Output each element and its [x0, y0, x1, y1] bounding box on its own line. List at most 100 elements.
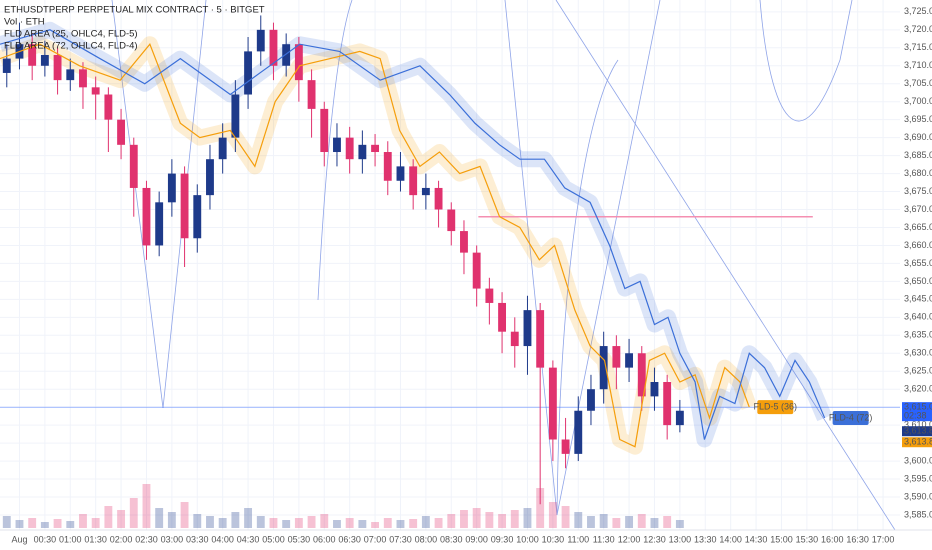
y-tick-label: 3,640.00 — [904, 312, 932, 322]
volume-bar — [333, 520, 341, 528]
y-tick-label: 3,720.00 — [904, 24, 932, 34]
candle-body — [650, 382, 659, 397]
volume-bar — [358, 520, 367, 528]
y-tick-label: 3,610.00 — [904, 420, 932, 430]
curve-line — [556, 59, 619, 516]
candle-body — [2, 58, 11, 73]
volume-bar — [155, 508, 164, 528]
x-tick-label: 08:00 — [415, 534, 438, 544]
volume-bar — [421, 516, 430, 528]
y-tick-label: 3,630.00 — [904, 348, 932, 358]
y-tick-label: 3,685.00 — [904, 150, 932, 160]
candle-body — [599, 346, 608, 390]
fld-label: FLD-4 (72) — [829, 412, 873, 422]
price-tag-label: 3,613.87 — [904, 426, 932, 436]
x-tick-label: Aug — [11, 534, 27, 544]
candle-body — [523, 310, 532, 347]
candle-body — [548, 367, 557, 440]
volume-bar — [447, 514, 456, 528]
volume-bar — [206, 516, 214, 528]
candle-body — [180, 173, 189, 239]
candle-body — [155, 202, 164, 246]
y-tick-label: 3,695.00 — [904, 114, 932, 124]
y-tick-label: 3,725.00 — [904, 6, 932, 16]
volume-bar — [53, 519, 62, 528]
legend-line: FLD AREA (25, OHLC4, FLD-5) — [4, 29, 138, 40]
x-tick-label: 08:30 — [440, 534, 463, 544]
x-tick-label: 02:00 — [110, 534, 133, 544]
legend: ETHUSDTPERP PERPETUAL MIX CONTRACT · 5 ·… — [4, 5, 265, 52]
y-tick-label: 3,710.00 — [904, 60, 932, 70]
x-tick-label: 01:30 — [84, 534, 107, 544]
candle-body — [244, 51, 253, 95]
x-tick-label: 00:30 — [34, 534, 57, 544]
volume-bar — [587, 516, 595, 528]
volume-bar — [2, 516, 11, 528]
volume-bar — [320, 514, 329, 528]
grid — [0, 0, 900, 530]
x-tick-label: 15:00 — [770, 534, 793, 544]
x-tick-label: 13:30 — [694, 534, 717, 544]
volume-bar — [396, 520, 405, 528]
volume-bar — [167, 512, 176, 528]
x-tick-label: 03:00 — [161, 534, 184, 544]
candle-body — [193, 195, 202, 239]
volume-bar — [599, 514, 608, 528]
x-tick-label: 05:00 — [262, 534, 285, 544]
volume-bar — [675, 520, 684, 528]
y-tick-label: 3,600.00 — [904, 455, 932, 465]
volume-bar — [142, 484, 151, 528]
y-tick-label: 3,660.00 — [904, 240, 932, 250]
fan-line — [504, 0, 558, 516]
candle-body — [142, 187, 151, 246]
volume-bar — [409, 519, 418, 528]
candle-body — [206, 159, 214, 196]
candle-body — [129, 144, 138, 188]
fld-line — [0, 29, 826, 440]
fld-label: FLD-5 (36) — [754, 402, 798, 412]
volume-bar — [510, 510, 519, 528]
y-tick-label: 3,700.00 — [904, 96, 932, 106]
y-tick-label: 3,675.00 — [904, 186, 932, 196]
x-tick-label: 14:30 — [745, 534, 768, 544]
volume-bar — [637, 514, 646, 528]
x-tick-label: 06:30 — [338, 534, 361, 544]
x-tick-label: 11:00 — [567, 534, 589, 544]
x-tick-label: 09:00 — [465, 534, 488, 544]
volume-bar — [129, 498, 138, 528]
curve-line — [759, 0, 853, 122]
y-tick-label: 3,715.00 — [904, 42, 932, 52]
candle-body — [345, 137, 354, 160]
candle-body — [574, 410, 583, 454]
chart-title: ETHUSDTPERP PERPETUAL MIX CONTRACT · 5 ·… — [4, 5, 265, 16]
volume-bar — [612, 518, 621, 528]
volume-bar — [104, 506, 113, 528]
fan-line — [556, 0, 661, 516]
candle-body — [320, 108, 329, 153]
candle-body — [282, 44, 291, 66]
volume-bar — [574, 512, 583, 528]
volume-bar — [663, 516, 672, 528]
candle-body — [625, 353, 634, 368]
x-tick-label: 07:30 — [389, 534, 412, 544]
x-tick-label: 16:00 — [821, 534, 844, 544]
price-tag — [902, 402, 932, 422]
y-tick-label: 3,595.00 — [904, 473, 932, 483]
volume-bar — [536, 488, 545, 528]
candle-body — [637, 353, 646, 397]
x-tick-label: 04:00 — [211, 534, 234, 544]
x-tick-label: 12:00 — [618, 534, 641, 544]
drawings — [111, 0, 896, 531]
candle-body — [53, 54, 62, 81]
x-tick-label: 05:30 — [288, 534, 311, 544]
y-tick-label: 3,665.00 — [904, 222, 932, 232]
volume-bar — [523, 508, 532, 528]
candle-body — [472, 252, 481, 289]
candle-body — [333, 137, 341, 153]
candle-body — [256, 29, 265, 52]
y-tick-label: 3,585.00 — [904, 509, 932, 519]
volume-bar — [66, 521, 75, 528]
candle-body — [117, 119, 126, 145]
